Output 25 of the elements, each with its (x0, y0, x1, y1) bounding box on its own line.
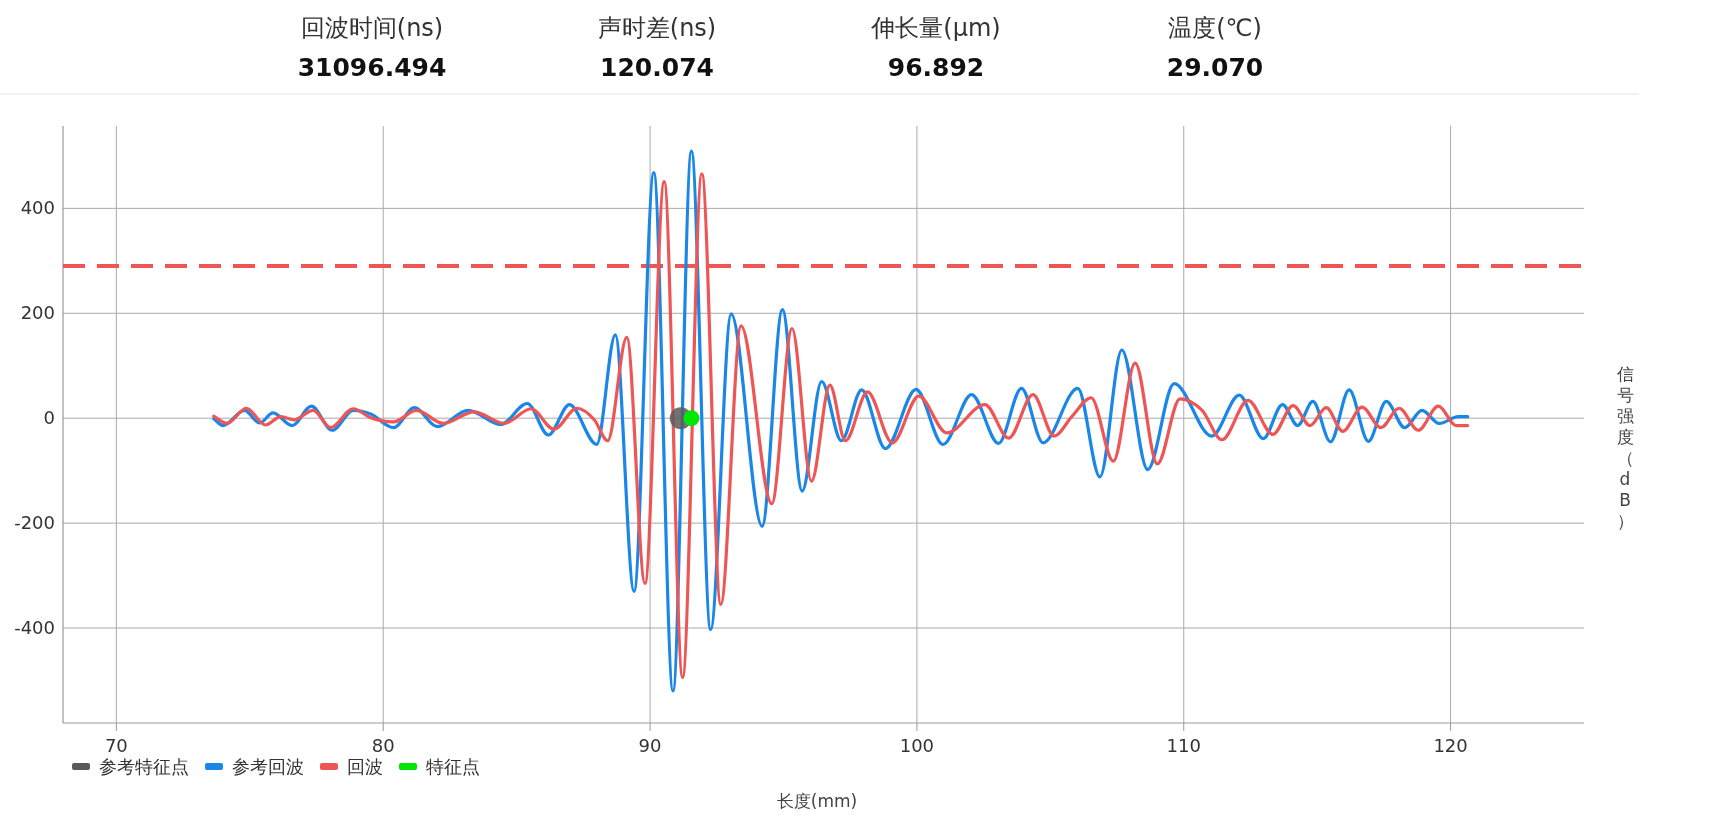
x-tick-label: 90 (638, 735, 662, 756)
legend-label: 参考回波 (232, 756, 304, 777)
legend-label: 回波 (347, 756, 383, 777)
y-tick-label: -200 (14, 512, 55, 534)
text: 声时差(ns) (597, 14, 717, 42)
text: 回波时间(ns) (300, 14, 444, 42)
legend-label: 参考特征点 (99, 756, 189, 777)
x-axis-title: 长度(mm) (776, 791, 858, 811)
text: 29.070 (1166, 53, 1264, 82)
y-tick-label: 0 (43, 407, 55, 429)
text: 120.074 (600, 53, 714, 82)
text: 31096.494 (297, 53, 447, 82)
text: 96.892 (887, 53, 985, 82)
y-tick-label: 200 (20, 302, 55, 324)
text: 伸长量(μm) (870, 14, 1001, 42)
x-tick-label: 120 (1433, 735, 1468, 756)
y-axis-title: 信号强度（dB） (1616, 364, 1634, 531)
x-tick-label: 70 (104, 735, 128, 756)
x-tick-label: 100 (899, 735, 935, 756)
x-tick-label: 80 (371, 735, 395, 756)
legend-label: 特征点 (426, 756, 480, 777)
text: 温度(℃) (1168, 14, 1262, 42)
y-tick-label: 400 (20, 197, 55, 219)
x-tick-label: 110 (1166, 735, 1201, 756)
y-tick-label: -400 (14, 617, 55, 639)
